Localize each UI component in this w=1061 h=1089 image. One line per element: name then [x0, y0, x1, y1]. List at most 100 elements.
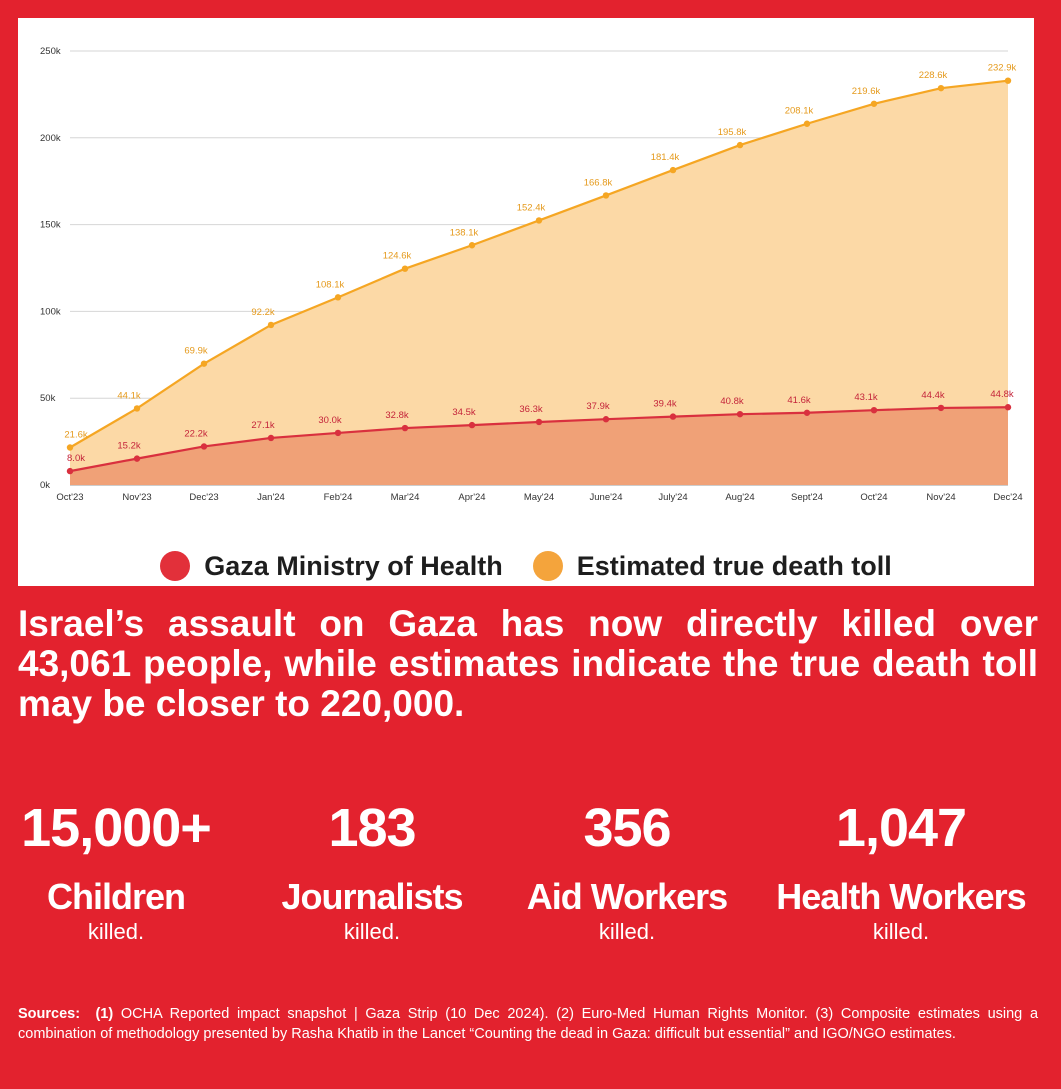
stat-sub: killed. — [598, 919, 656, 944]
data-label-moh: 8.0k — [67, 453, 85, 464]
sources-ref-1: (1) — [95, 1006, 114, 1022]
data-label-moh: 37.9k — [586, 401, 609, 412]
y-tick-label: 200k — [40, 133, 61, 144]
data-label-moh: 34.5k — [452, 407, 475, 418]
area-true-toll — [70, 80, 1008, 485]
stat-value: 15,000+ — [21, 798, 212, 858]
stat-sub: killed. — [872, 919, 930, 944]
data-point-moh — [937, 404, 945, 412]
sources-note: Sources: (1) OCHA Reported impact snapsh… — [18, 1004, 1038, 1044]
x-tick-label: Mar'24 — [391, 492, 420, 503]
data-label-moh: 40.8k — [720, 396, 743, 407]
data-point-true-toll — [133, 405, 141, 412]
data-point-moh — [401, 424, 409, 432]
data-point-moh — [133, 455, 141, 462]
x-tick-label: Jan'24 — [257, 492, 285, 503]
data-point-moh — [803, 409, 811, 416]
data-label-moh: 39.4k — [653, 399, 676, 410]
data-label-moh: 43.1k — [854, 392, 877, 403]
x-tick-label: Apr'24 — [458, 492, 485, 503]
data-label-moh: 36.3k — [519, 404, 542, 415]
x-tick-label: July'24 — [658, 492, 687, 503]
data-label-true-toll: 44.1k — [117, 390, 140, 401]
data-point-moh — [1004, 404, 1012, 411]
y-tick-label: 250k — [40, 46, 61, 57]
x-tick-label: Sept'24 — [791, 492, 823, 503]
data-label-true-toll: 208.1k — [785, 106, 814, 117]
stat-value: 356 — [583, 798, 671, 858]
x-tick-label: May'24 — [524, 492, 554, 503]
legend-swatch-true-toll — [532, 551, 563, 581]
data-point-true-toll — [267, 321, 275, 329]
data-label-true-toll: 108.1k — [316, 279, 345, 290]
data-point-true-toll — [803, 120, 811, 127]
stat-label: Children — [46, 876, 186, 917]
data-point-true-toll — [200, 360, 208, 367]
legend-label-moh: Gaza Ministry of Health — [204, 550, 503, 581]
data-label-true-toll: 228.6k — [919, 70, 948, 81]
stat-aid-workers: 356 Aid Workers killed. — [497, 796, 757, 944]
stat-sub: killed. — [343, 919, 401, 944]
data-point-moh — [66, 467, 74, 475]
stat-label: Aid Workers — [526, 876, 728, 917]
headline: Israel’s assault on Gaza has now directl… — [18, 603, 1038, 724]
data-label-moh: 27.1k — [251, 420, 274, 431]
data-label-moh: 44.8k — [990, 389, 1013, 400]
data-label-true-toll: 124.6k — [383, 251, 412, 262]
x-tick-label: Oct'24 — [860, 492, 887, 503]
data-label-true-toll: 195.8k — [718, 127, 747, 138]
data-point-true-toll — [66, 444, 74, 451]
data-point-moh — [669, 413, 677, 420]
stat-journalists: 183 Journalists killed. — [242, 796, 502, 944]
data-point-moh — [535, 418, 543, 426]
legend-item-true-toll: Estimated true death toll — [532, 551, 892, 582]
x-tick-label: Nov'23 — [122, 492, 151, 503]
area-moh — [70, 407, 1008, 485]
data-point-true-toll — [401, 265, 409, 272]
data-point-moh — [736, 410, 744, 418]
data-point-true-toll — [602, 192, 610, 199]
data-point-moh — [334, 429, 342, 437]
stat-children: 15,000+ Children killed. — [0, 796, 246, 944]
sources-text: OCHA Reported impact snapshot | Gaza Str… — [18, 1006, 1039, 1042]
data-label-moh: 32.8k — [385, 410, 408, 421]
death-toll-chart: 0k 50k 100k 150k 200k 250k Oct'23 Nov'23 Dec'23 J… — [40, 46, 1023, 503]
data-label-true-toll: 219.6k — [852, 86, 881, 97]
data-label-true-toll: 21.6k — [64, 430, 87, 441]
legend-swatch-moh — [160, 551, 191, 581]
x-tick-label: Oct'23 — [56, 492, 83, 503]
data-label-moh: 44.4k — [921, 390, 944, 401]
stat-value: 183 — [328, 798, 416, 858]
data-point-true-toll — [870, 100, 878, 107]
data-point-true-toll — [535, 217, 543, 224]
data-point-moh — [870, 406, 878, 414]
y-tick-label: 150k — [40, 220, 61, 231]
x-tick-label: Feb'24 — [324, 492, 353, 503]
data-label-true-toll: 166.8k — [584, 177, 613, 188]
data-point-moh — [468, 421, 476, 429]
data-point-moh — [200, 443, 208, 450]
data-label-true-toll: 152.4k — [517, 202, 546, 213]
data-point-true-toll — [937, 84, 945, 92]
data-label-true-toll: 232.9k — [988, 63, 1017, 74]
chart-legend: Gaza Ministry of Health Estimated true d… — [18, 546, 1034, 586]
data-point-moh — [267, 434, 275, 442]
stat-label: Journalists — [281, 876, 463, 917]
data-point-true-toll — [334, 294, 342, 301]
stat-value: 1,047 — [835, 798, 967, 858]
data-label-true-toll: 92.2k — [251, 307, 274, 318]
data-label-true-toll: 138.1k — [450, 227, 479, 238]
data-point-true-toll — [669, 166, 677, 174]
stat-health-workers: 1,047 Health Workers killed. — [771, 796, 1031, 944]
stats-row: 15,000+ Children killed. 183 Journalists… — [0, 796, 1061, 966]
sources-heading: Sources: — [18, 1006, 81, 1022]
x-tick-label: Nov'24 — [926, 492, 955, 503]
data-point-true-toll — [1004, 77, 1012, 84]
stat-label: Health Workers — [776, 876, 1026, 917]
data-label-moh: 22.2k — [184, 428, 207, 439]
data-point-true-toll — [468, 242, 476, 249]
data-label-moh: 41.6k — [787, 395, 810, 406]
x-tick-label: Dec'24 — [993, 492, 1022, 503]
data-label-moh: 15.2k — [117, 441, 140, 452]
data-label-true-toll: 69.9k — [184, 346, 207, 357]
